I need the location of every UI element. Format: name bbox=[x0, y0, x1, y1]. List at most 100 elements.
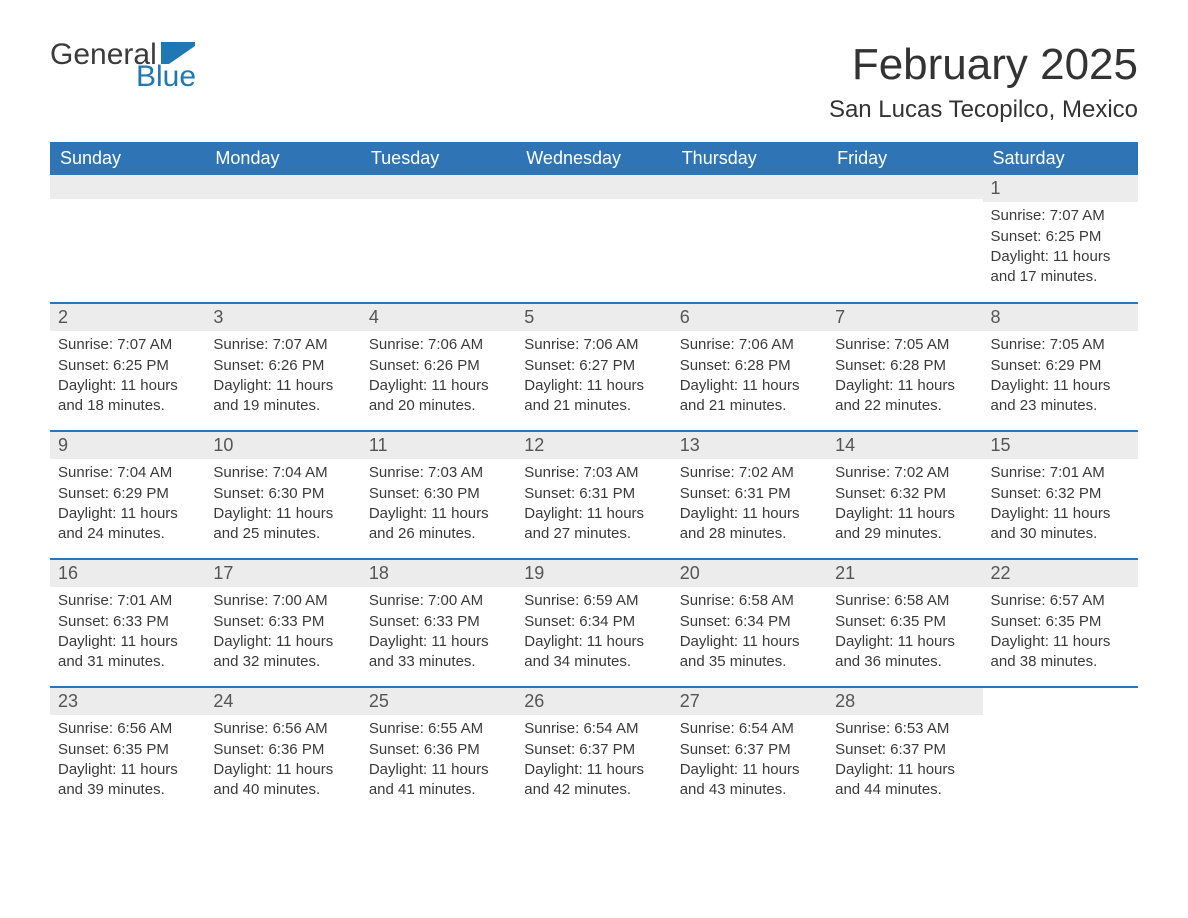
sunset-text: Sunset: 6:29 PM bbox=[991, 356, 1130, 376]
sunset-text: Sunset: 6:37 PM bbox=[524, 740, 663, 760]
day-info: Sunrise: 7:01 AMSunset: 6:33 PMDaylight:… bbox=[50, 587, 205, 682]
day-header: Sunday bbox=[50, 142, 205, 175]
calendar-cell bbox=[672, 175, 827, 303]
day-header: Tuesday bbox=[361, 142, 516, 175]
sunset-text: Sunset: 6:37 PM bbox=[680, 740, 819, 760]
empty-day bbox=[827, 175, 982, 199]
calendar-cell: 19Sunrise: 6:59 AMSunset: 6:34 PMDayligh… bbox=[516, 559, 671, 687]
day-header: Thursday bbox=[672, 142, 827, 175]
sunrise-text: Sunrise: 7:00 AM bbox=[213, 591, 352, 611]
day-number: 21 bbox=[827, 560, 982, 587]
sunrise-text: Sunrise: 6:58 AM bbox=[680, 591, 819, 611]
sunset-text: Sunset: 6:36 PM bbox=[369, 740, 508, 760]
calendar-cell: 17Sunrise: 7:00 AMSunset: 6:33 PMDayligh… bbox=[205, 559, 360, 687]
day-number: 24 bbox=[205, 688, 360, 715]
calendar-cell bbox=[516, 175, 671, 303]
calendar-cell: 25Sunrise: 6:55 AMSunset: 6:36 PMDayligh… bbox=[361, 687, 516, 815]
daylight-text: Daylight: 11 hours and 25 minutes. bbox=[213, 504, 352, 545]
day-number: 1 bbox=[983, 175, 1138, 202]
day-number: 19 bbox=[516, 560, 671, 587]
day-header: Friday bbox=[827, 142, 982, 175]
day-number: 10 bbox=[205, 432, 360, 459]
calendar-cell: 18Sunrise: 7:00 AMSunset: 6:33 PMDayligh… bbox=[361, 559, 516, 687]
daylight-text: Daylight: 11 hours and 33 minutes. bbox=[369, 632, 508, 673]
sunrise-text: Sunrise: 7:06 AM bbox=[680, 335, 819, 355]
sunrise-text: Sunrise: 7:00 AM bbox=[369, 591, 508, 611]
day-number: 3 bbox=[205, 304, 360, 331]
sunset-text: Sunset: 6:32 PM bbox=[835, 484, 974, 504]
sunrise-text: Sunrise: 7:07 AM bbox=[991, 206, 1130, 226]
sunset-text: Sunset: 6:31 PM bbox=[680, 484, 819, 504]
sunrise-text: Sunrise: 6:55 AM bbox=[369, 719, 508, 739]
day-info: Sunrise: 7:02 AMSunset: 6:32 PMDaylight:… bbox=[827, 459, 982, 554]
daylight-text: Daylight: 11 hours and 44 minutes. bbox=[835, 760, 974, 801]
location-subtitle: San Lucas Tecopilco, Mexico bbox=[829, 96, 1138, 124]
empty-day bbox=[516, 175, 671, 199]
daylight-text: Daylight: 11 hours and 35 minutes. bbox=[680, 632, 819, 673]
daylight-text: Daylight: 11 hours and 23 minutes. bbox=[991, 376, 1130, 417]
daylight-text: Daylight: 11 hours and 29 minutes. bbox=[835, 504, 974, 545]
daylight-text: Daylight: 11 hours and 21 minutes. bbox=[524, 376, 663, 417]
daylight-text: Daylight: 11 hours and 22 minutes. bbox=[835, 376, 974, 417]
day-number: 23 bbox=[50, 688, 205, 715]
daylight-text: Daylight: 11 hours and 40 minutes. bbox=[213, 760, 352, 801]
day-info: Sunrise: 6:59 AMSunset: 6:34 PMDaylight:… bbox=[516, 587, 671, 682]
day-number: 18 bbox=[361, 560, 516, 587]
calendar-table: Sunday Monday Tuesday Wednesday Thursday… bbox=[50, 142, 1138, 815]
calendar-cell: 8Sunrise: 7:05 AMSunset: 6:29 PMDaylight… bbox=[983, 303, 1138, 431]
sunrise-text: Sunrise: 6:57 AM bbox=[991, 591, 1130, 611]
calendar-cell: 10Sunrise: 7:04 AMSunset: 6:30 PMDayligh… bbox=[205, 431, 360, 559]
empty-day bbox=[50, 175, 205, 199]
sunrise-text: Sunrise: 6:56 AM bbox=[213, 719, 352, 739]
daylight-text: Daylight: 11 hours and 38 minutes. bbox=[991, 632, 1130, 673]
day-number: 12 bbox=[516, 432, 671, 459]
daylight-text: Daylight: 11 hours and 43 minutes. bbox=[680, 760, 819, 801]
calendar-cell: 16Sunrise: 7:01 AMSunset: 6:33 PMDayligh… bbox=[50, 559, 205, 687]
day-info: Sunrise: 7:00 AMSunset: 6:33 PMDaylight:… bbox=[361, 587, 516, 682]
day-info: Sunrise: 6:58 AMSunset: 6:35 PMDaylight:… bbox=[827, 587, 982, 682]
day-info: Sunrise: 7:04 AMSunset: 6:30 PMDaylight:… bbox=[205, 459, 360, 554]
empty-day bbox=[672, 175, 827, 199]
sunrise-text: Sunrise: 6:53 AM bbox=[835, 719, 974, 739]
day-number: 27 bbox=[672, 688, 827, 715]
day-number: 2 bbox=[50, 304, 205, 331]
day-info: Sunrise: 7:07 AMSunset: 6:25 PMDaylight:… bbox=[983, 202, 1138, 297]
calendar-cell: 15Sunrise: 7:01 AMSunset: 6:32 PMDayligh… bbox=[983, 431, 1138, 559]
day-info: Sunrise: 6:56 AMSunset: 6:36 PMDaylight:… bbox=[205, 715, 360, 810]
daylight-text: Daylight: 11 hours and 39 minutes. bbox=[58, 760, 197, 801]
month-title: February 2025 bbox=[829, 40, 1138, 90]
sunrise-text: Sunrise: 7:04 AM bbox=[58, 463, 197, 483]
sunset-text: Sunset: 6:30 PM bbox=[369, 484, 508, 504]
sunrise-text: Sunrise: 6:54 AM bbox=[680, 719, 819, 739]
day-info: Sunrise: 7:06 AMSunset: 6:27 PMDaylight:… bbox=[516, 331, 671, 426]
calendar-cell bbox=[827, 175, 982, 303]
sunset-text: Sunset: 6:29 PM bbox=[58, 484, 197, 504]
day-info: Sunrise: 7:04 AMSunset: 6:29 PMDaylight:… bbox=[50, 459, 205, 554]
day-info: Sunrise: 6:54 AMSunset: 6:37 PMDaylight:… bbox=[516, 715, 671, 810]
sunset-text: Sunset: 6:25 PM bbox=[58, 356, 197, 376]
calendar-cell: 1Sunrise: 7:07 AMSunset: 6:25 PMDaylight… bbox=[983, 175, 1138, 303]
calendar-cell bbox=[361, 175, 516, 303]
day-info: Sunrise: 7:06 AMSunset: 6:28 PMDaylight:… bbox=[672, 331, 827, 426]
day-info: Sunrise: 7:02 AMSunset: 6:31 PMDaylight:… bbox=[672, 459, 827, 554]
sunset-text: Sunset: 6:33 PM bbox=[58, 612, 197, 632]
daylight-text: Daylight: 11 hours and 21 minutes. bbox=[680, 376, 819, 417]
sunset-text: Sunset: 6:32 PM bbox=[991, 484, 1130, 504]
calendar-cell: 6Sunrise: 7:06 AMSunset: 6:28 PMDaylight… bbox=[672, 303, 827, 431]
sunset-text: Sunset: 6:27 PM bbox=[524, 356, 663, 376]
daylight-text: Daylight: 11 hours and 19 minutes. bbox=[213, 376, 352, 417]
day-info: Sunrise: 6:58 AMSunset: 6:34 PMDaylight:… bbox=[672, 587, 827, 682]
daylight-text: Daylight: 11 hours and 18 minutes. bbox=[58, 376, 197, 417]
calendar-cell: 12Sunrise: 7:03 AMSunset: 6:31 PMDayligh… bbox=[516, 431, 671, 559]
sunset-text: Sunset: 6:37 PM bbox=[835, 740, 974, 760]
calendar-week-row: 1Sunrise: 7:07 AMSunset: 6:25 PMDaylight… bbox=[50, 175, 1138, 303]
day-info: Sunrise: 7:07 AMSunset: 6:26 PMDaylight:… bbox=[205, 331, 360, 426]
daylight-text: Daylight: 11 hours and 20 minutes. bbox=[369, 376, 508, 417]
sunset-text: Sunset: 6:31 PM bbox=[524, 484, 663, 504]
sunrise-text: Sunrise: 7:01 AM bbox=[991, 463, 1130, 483]
calendar-cell bbox=[50, 175, 205, 303]
sunrise-text: Sunrise: 7:03 AM bbox=[524, 463, 663, 483]
sunrise-text: Sunrise: 7:06 AM bbox=[524, 335, 663, 355]
sunrise-text: Sunrise: 7:04 AM bbox=[213, 463, 352, 483]
calendar-cell: 20Sunrise: 6:58 AMSunset: 6:34 PMDayligh… bbox=[672, 559, 827, 687]
